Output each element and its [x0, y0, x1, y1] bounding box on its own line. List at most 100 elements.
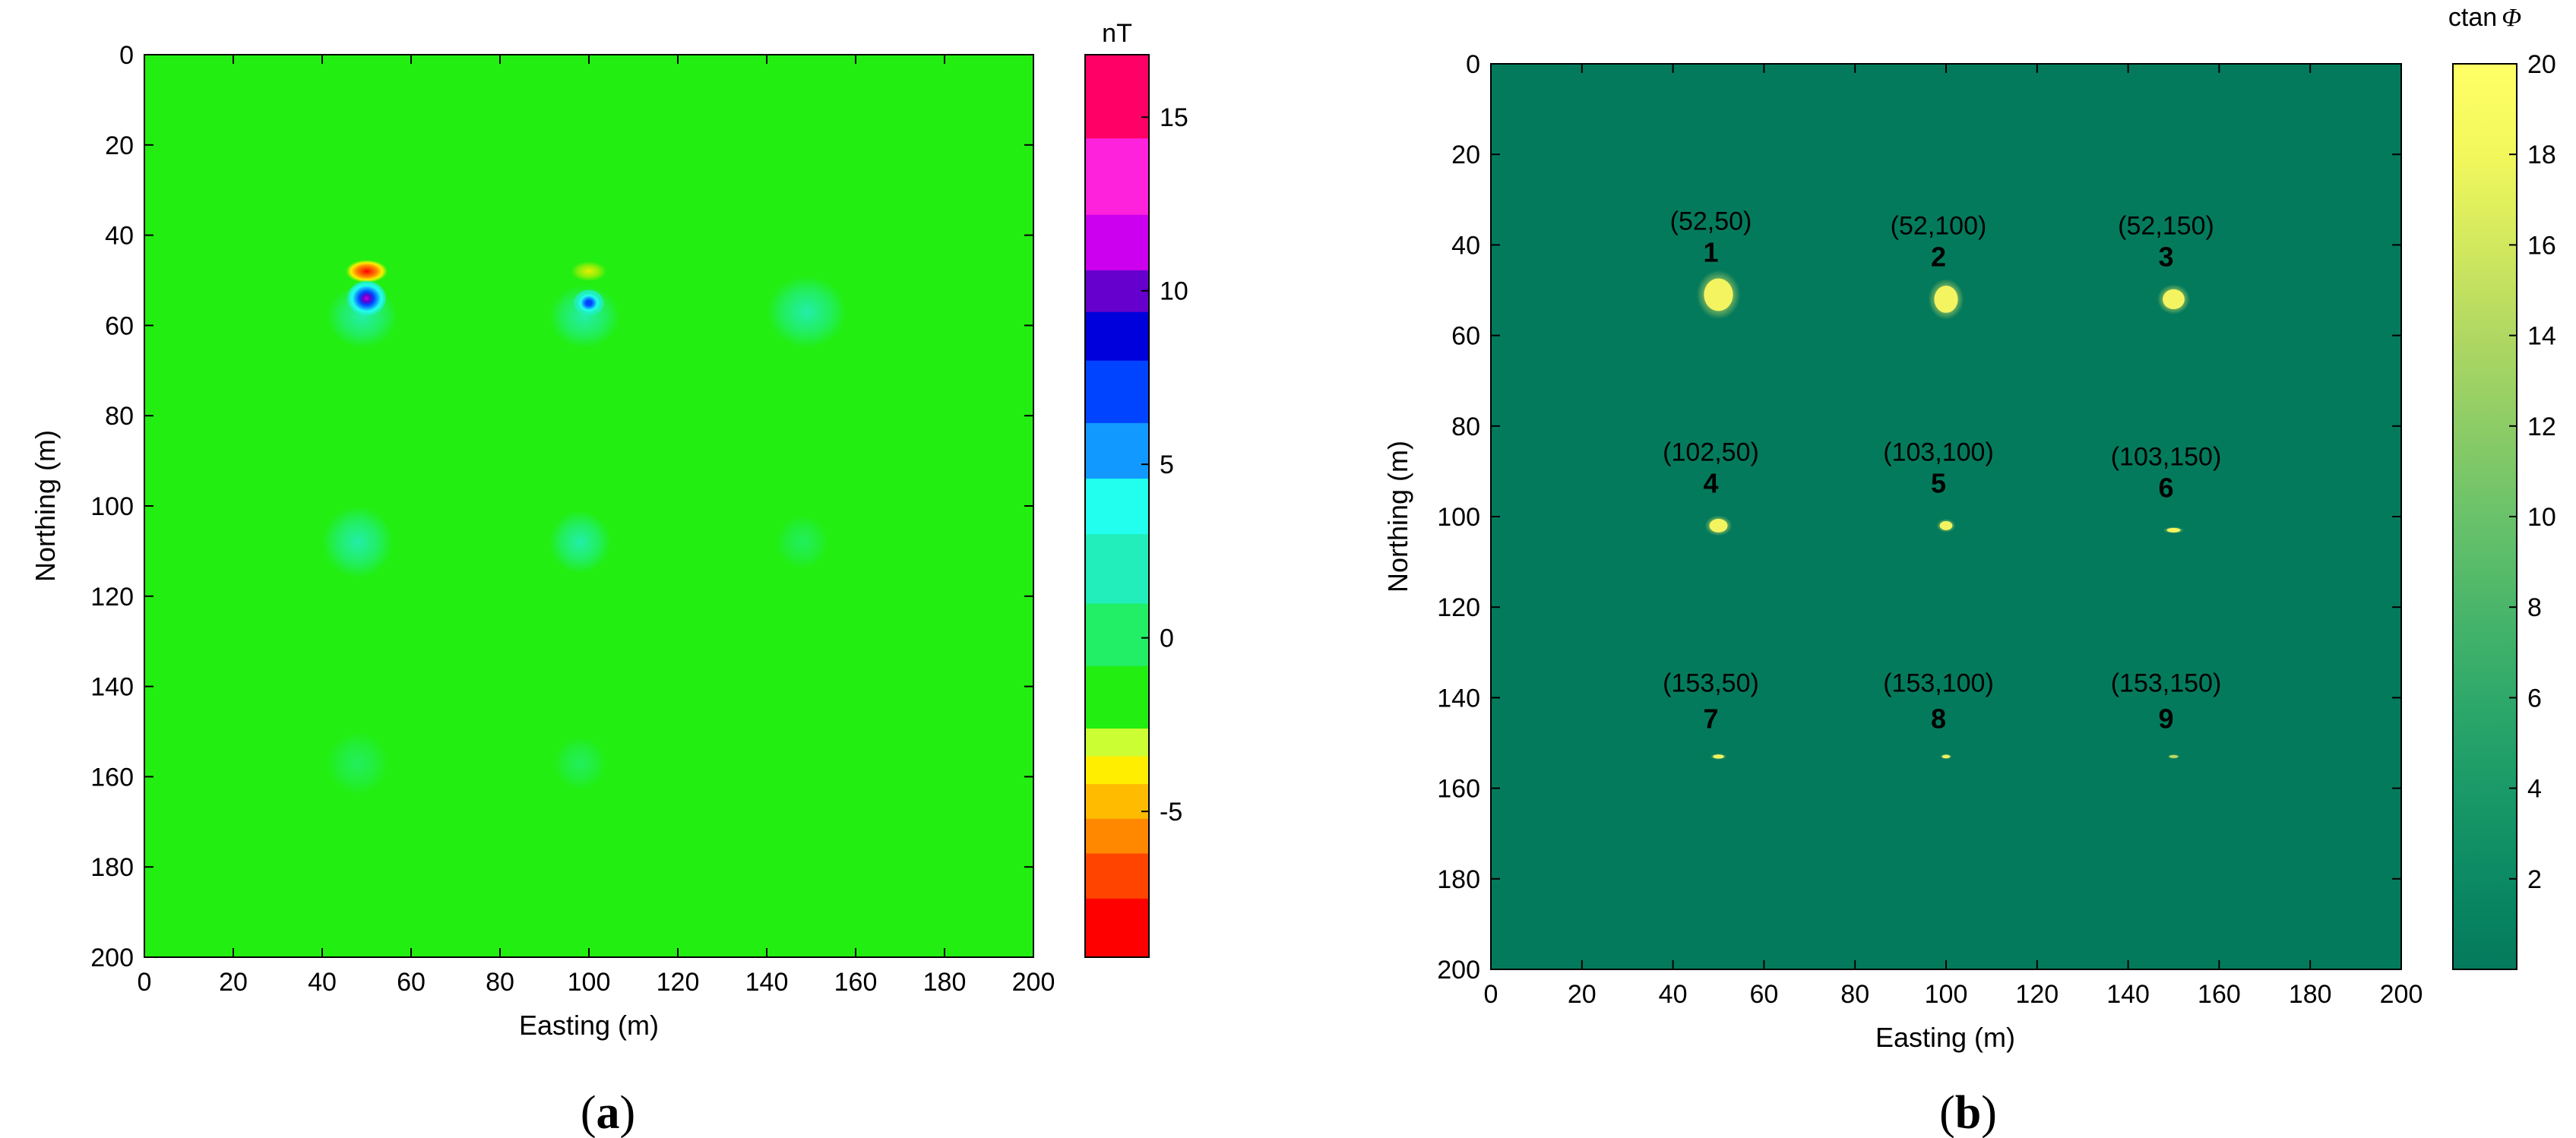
anomaly-a	[553, 735, 607, 791]
a-y-tick-label: 40	[105, 222, 134, 251]
a-x-tick-label: 20	[219, 968, 248, 997]
anomaly-a	[322, 506, 394, 579]
colorbar-band-a	[1085, 478, 1149, 535]
source-marker-4	[1709, 518, 1728, 533]
a-y-tick-label: 20	[105, 131, 134, 160]
b-y-tick-label: 140	[1437, 684, 1480, 713]
a-x-tick-label: 120	[657, 968, 700, 997]
colorbar-tick-label-b: 4	[2527, 775, 2542, 804]
b-x-tick-label: 160	[2198, 980, 2241, 1009]
colorbar-band-a	[1085, 533, 1149, 604]
source-coord-label: (153,50)	[1663, 669, 1759, 697]
source-number-label: 6	[2158, 472, 2173, 503]
a-x-tick-label: 0	[138, 968, 152, 997]
b-y-tick-label: 200	[1437, 956, 1480, 985]
b-x-tick-label: 120	[2015, 980, 2059, 1009]
a-y-tick-label: 60	[105, 311, 134, 340]
a-x-tick-label: 160	[834, 968, 878, 997]
colorbar-band-a	[1085, 311, 1149, 361]
panel-label-b: (b)	[1939, 1087, 1997, 1138]
source-coord-label: (52,100)	[1891, 212, 1987, 241]
heatmap-background-b	[1491, 64, 2401, 969]
a-y-tick-label: 120	[90, 583, 134, 612]
colorbar-tick-label-b: 18	[2527, 141, 2556, 169]
a-x-tick-label: 80	[486, 968, 514, 997]
b-x-tick-label: 100	[1925, 980, 1968, 1009]
colorbar-band-a	[1085, 55, 1149, 139]
a-x-tick-label: 100	[568, 968, 611, 997]
colorbar-band-a	[1085, 665, 1149, 729]
y-ticks-b: 0 20 40 60 80 100 120 140 160 180 200	[1437, 50, 2401, 985]
anomaly-a	[326, 732, 389, 795]
b-y-tick-label: 20	[1451, 141, 1480, 169]
source-number-label: 5	[1931, 468, 1946, 499]
source-coord-label: (103,100)	[1883, 438, 1994, 467]
a-y-tick-label: 0	[119, 41, 134, 70]
x-ticks-b: 0 20 40 60 80 100 120 140 160 180 200	[1484, 64, 2423, 1009]
heatmap-background-a	[144, 55, 1033, 957]
colorbar-band-a	[1085, 422, 1149, 479]
colorbar-tick-label-a: -5	[1160, 798, 1182, 827]
b-x-tick-label: 200	[2380, 980, 2423, 1009]
source-coord-label: (52,150)	[2118, 212, 2214, 241]
source-coord-label: (153,150)	[2111, 669, 2222, 697]
anomaly-a	[347, 280, 387, 317]
source-number-label: 2	[1931, 242, 1946, 273]
colorbar-tick-label-b: 6	[2527, 684, 2542, 713]
heatmap-a	[144, 55, 1033, 957]
colorbar-band-a	[1085, 602, 1149, 666]
colorbar-tick-label-b: 20	[2527, 50, 2556, 79]
source-number-label: 4	[1703, 468, 1718, 499]
source-marker-2	[1934, 286, 1958, 313]
anomaly-a	[775, 514, 829, 570]
b-y-tick-label: 120	[1437, 593, 1480, 622]
a-y-tick-label: 140	[90, 673, 134, 702]
a-x-tick-label: 140	[745, 968, 789, 997]
source-coord-label: (52,50)	[1670, 207, 1752, 236]
b-x-tick-label: 20	[1568, 980, 1597, 1009]
colorbar-band-a	[1085, 214, 1149, 270]
source-marker-3	[2163, 289, 2185, 310]
anomaly-a	[573, 289, 605, 317]
colorbar-a	[1085, 55, 1149, 958]
colorbar-band-a	[1085, 898, 1149, 958]
colorbar-band-a	[1085, 755, 1149, 785]
source-number-label: 1	[1703, 237, 1718, 268]
b-x-tick-label: 140	[2106, 980, 2150, 1009]
b-y-tick-label: 40	[1451, 231, 1480, 260]
b-x-tick-label: 180	[2289, 980, 2332, 1009]
colorbar-tick-label-b: 2	[2527, 865, 2542, 894]
colorbar-b	[2453, 64, 2517, 969]
x-axis-label-b: Easting (m)	[1875, 1022, 2015, 1053]
y-axis-label-b: Northing (m)	[1382, 441, 1413, 593]
source-markers-b: (52,50)1 (52,100)2 (52,150)3 (102,50)4 (103,…	[1663, 207, 2221, 760]
y-ticks-a: 0 20 40 60 80 100 120 140 160 180 200	[90, 41, 1033, 972]
b-x-tick-label: 80	[1840, 980, 1869, 1009]
anomaly-a	[549, 510, 612, 574]
source-coord-label: (103,150)	[2111, 442, 2222, 471]
panel-b: (52,50)1(52,100)2(52,150)3(102,50)4(103,…	[1382, 3, 2556, 1138]
colorbar-tick-label-b: 8	[2527, 593, 2542, 622]
source-coord-label: (153,100)	[1883, 669, 1994, 697]
colorbar-band-a	[1085, 852, 1149, 899]
colorbar-title-a: nT	[1102, 19, 1132, 48]
a-y-tick-label: 160	[90, 763, 134, 792]
colorbar-tick-label-b: 16	[2527, 231, 2556, 260]
b-x-tick-label: 40	[1659, 980, 1688, 1009]
colorbar-tick-label-b: 12	[2527, 413, 2556, 441]
y-axis-label-a: Northing (m)	[30, 430, 61, 582]
colorbar-band-a	[1085, 728, 1149, 757]
b-y-tick-label: 60	[1451, 322, 1480, 351]
source-marker-7	[1713, 754, 1724, 759]
a-y-tick-label: 100	[90, 492, 134, 521]
anomaly-a	[571, 261, 607, 282]
a-y-tick-label: 200	[90, 944, 134, 972]
source-number-label: 3	[2158, 242, 2173, 273]
source-marker-8	[1941, 754, 1951, 759]
colorbar-tick-label-b: 10	[2527, 503, 2556, 532]
colorbar-band-a	[1085, 818, 1149, 854]
colorbar-title-b: ctan Φ	[2448, 3, 2521, 32]
anomaly-a	[767, 276, 847, 349]
anomaly-a	[337, 255, 396, 287]
